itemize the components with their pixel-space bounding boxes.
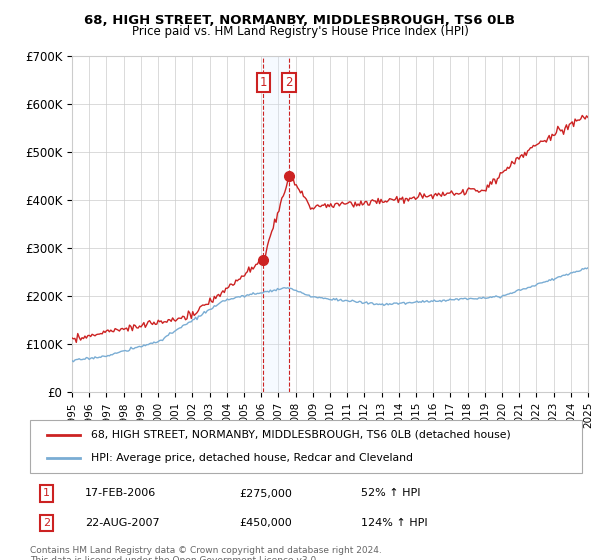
Text: HPI: Average price, detached house, Redcar and Cleveland: HPI: Average price, detached house, Redc… bbox=[91, 453, 413, 463]
Text: £275,000: £275,000 bbox=[240, 488, 293, 498]
Text: 1: 1 bbox=[43, 488, 50, 498]
Text: £450,000: £450,000 bbox=[240, 518, 293, 528]
Text: 2: 2 bbox=[43, 518, 50, 528]
Text: 17-FEB-2006: 17-FEB-2006 bbox=[85, 488, 157, 498]
Text: 52% ↑ HPI: 52% ↑ HPI bbox=[361, 488, 421, 498]
Text: Contains HM Land Registry data © Crown copyright and database right 2024.
This d: Contains HM Land Registry data © Crown c… bbox=[30, 546, 382, 560]
Text: 124% ↑ HPI: 124% ↑ HPI bbox=[361, 518, 428, 528]
Bar bbox=[263, 56, 289, 392]
Text: 1: 1 bbox=[260, 76, 267, 89]
Text: 22-AUG-2007: 22-AUG-2007 bbox=[85, 518, 160, 528]
Text: 68, HIGH STREET, NORMANBY, MIDDLESBROUGH, TS6 0LB: 68, HIGH STREET, NORMANBY, MIDDLESBROUGH… bbox=[85, 14, 515, 27]
FancyBboxPatch shape bbox=[30, 420, 582, 473]
Text: 68, HIGH STREET, NORMANBY, MIDDLESBROUGH, TS6 0LB (detached house): 68, HIGH STREET, NORMANBY, MIDDLESBROUGH… bbox=[91, 430, 511, 440]
Text: Price paid vs. HM Land Registry's House Price Index (HPI): Price paid vs. HM Land Registry's House … bbox=[131, 25, 469, 38]
Text: 2: 2 bbox=[286, 76, 293, 89]
